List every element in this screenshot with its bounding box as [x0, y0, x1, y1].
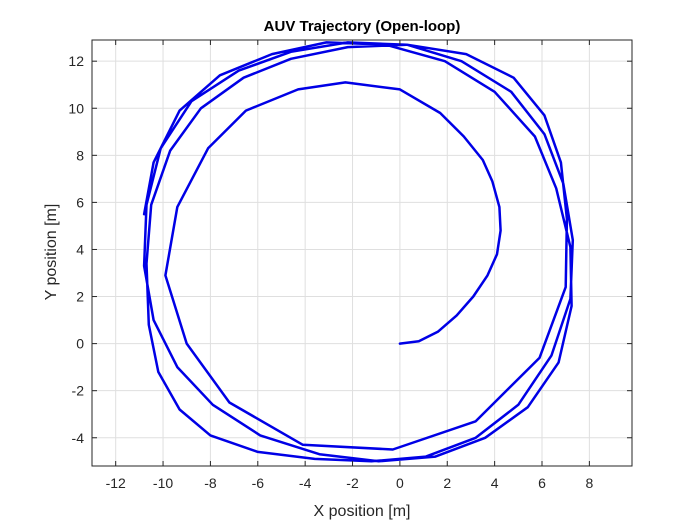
- x-tick-label: 0: [396, 475, 404, 491]
- trajectory-line: [142, 41, 575, 463]
- x-tick-label: -4: [299, 475, 312, 491]
- x-tick-label: -2: [346, 475, 359, 491]
- y-tick-label: -2: [72, 383, 85, 399]
- y-tick-label: 0: [76, 336, 84, 352]
- x-tick-label: 4: [491, 475, 499, 491]
- x-tick-label: 6: [538, 475, 546, 491]
- x-tick-label: 8: [585, 475, 593, 491]
- y-tick-label: 8: [76, 147, 84, 163]
- x-tick-label: -12: [106, 475, 126, 491]
- y-tick-label: 6: [76, 194, 84, 210]
- x-tick-label: -10: [153, 475, 173, 491]
- y-tick-label: -4: [72, 430, 85, 446]
- plot-frame: [91, 39, 633, 467]
- x-tick-label: -8: [204, 475, 217, 491]
- grid-lines: [92, 40, 632, 466]
- y-axis-label: Y position [m]: [43, 204, 60, 301]
- y-tick-label: 4: [76, 241, 84, 257]
- y-tick-label: 12: [68, 53, 84, 69]
- tick-marks: [92, 40, 632, 466]
- chart-title: AUV Trajectory (Open-loop): [264, 18, 461, 35]
- plot-area: [92, 40, 632, 466]
- y-tick-label: 10: [68, 100, 84, 116]
- x-axis-label: X position [m]: [314, 503, 411, 520]
- y-tick-label: 2: [76, 289, 84, 305]
- x-tick-label: -6: [252, 475, 265, 491]
- x-tick-label: 2: [443, 475, 451, 491]
- tick-labels: -12 -10 -8 -6 -4 -2 0 2 4 6 8 -4 -2 0 2 4 6 8 10 12: [68, 53, 593, 491]
- series-group: [142, 41, 575, 463]
